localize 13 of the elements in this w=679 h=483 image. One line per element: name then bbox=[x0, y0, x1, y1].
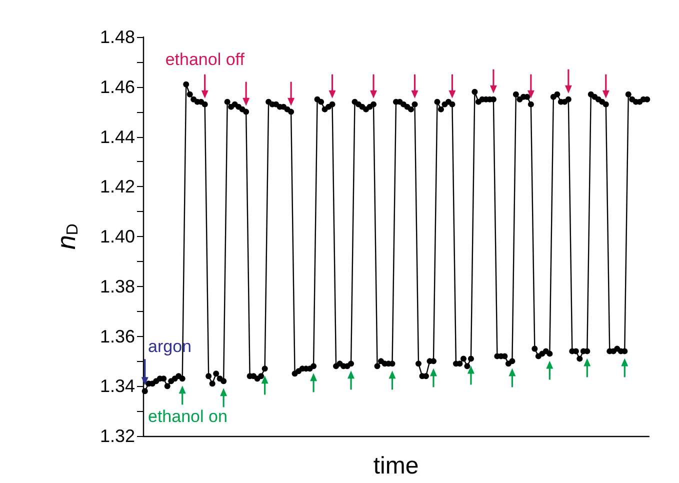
y-tick-label: 1.42 bbox=[100, 176, 135, 197]
y-tick-label: 1.34 bbox=[100, 376, 135, 396]
y-tick-label: 1.44 bbox=[100, 126, 135, 147]
y-tick-label: 1.36 bbox=[100, 326, 135, 346]
y-tick-label: 1.32 bbox=[100, 426, 135, 446]
y-tick-label: 1.40 bbox=[100, 226, 135, 246]
y-axis-title: nD bbox=[51, 223, 82, 250]
annotation: ethanol on bbox=[148, 406, 228, 427]
y-tick-label: 1.46 bbox=[100, 76, 135, 97]
y-tick-label: 1.38 bbox=[100, 276, 135, 296]
y-tick-label: 1.48 bbox=[100, 27, 135, 47]
annotation: ethanol off bbox=[165, 50, 244, 70]
x-axis-title: time bbox=[373, 452, 419, 480]
